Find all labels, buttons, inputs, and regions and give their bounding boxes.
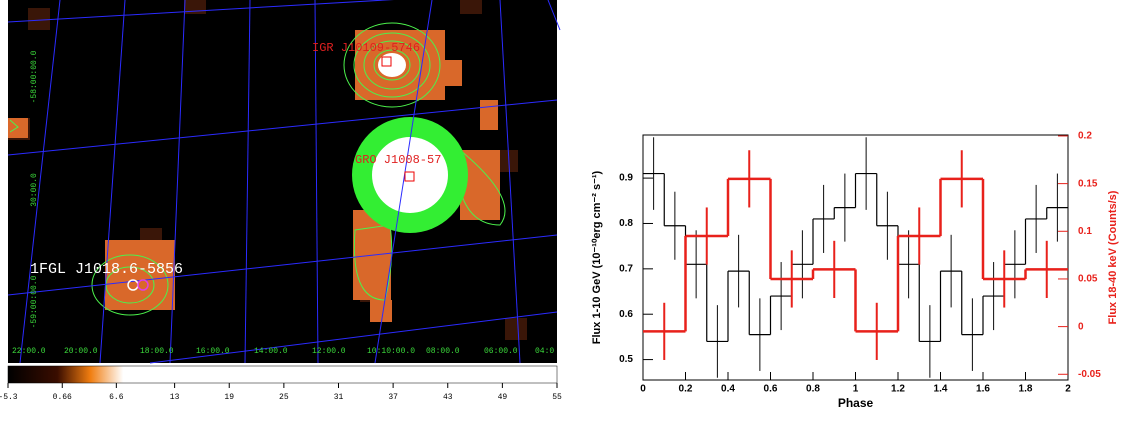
colorbar-tick-label: 6.6 [109,393,124,402]
x-tick-label: 2 [1065,384,1071,395]
y2-tick-label: 0.15 [1078,178,1098,189]
phase-chart: 0 0.2 0.4 0.6 0.8 1 1.2 1.4 1.6 1.8 2 0.5 0.6 0.7 0.8 0… [591,131,1119,411]
dec-label: -59:00:00.0 [30,275,39,328]
y-tick-label: 0.7 [619,263,633,274]
y2-tick-label: 0.1 [1078,226,1092,237]
ra-label: 14:00.0 [254,347,288,356]
y-tick-label: 0.9 [619,173,633,184]
x-tick-label: 0.4 [721,384,735,395]
source-core [372,137,448,213]
x-tick-label: 0 [640,384,646,395]
y-tick-label: 0.6 [619,309,633,320]
x-tick-label: 0.8 [806,384,820,395]
colorbar-tick-label: 25 [279,393,289,402]
source-marker [381,56,392,67]
ra-label: 12:00.0 [312,347,346,356]
source-label: GRO J1008-57 [355,153,441,167]
colorbar-tick-label: 43 [443,393,453,402]
x-tick-label: 1.8 [1019,384,1033,395]
ra-label: 20:00.0 [64,347,98,356]
ra-label: 18:00.0 [140,347,174,356]
y2-tick-label: -0.05 [1078,369,1101,380]
y-axis-title: Flux 1-10 GeV (10⁻¹⁰erg cm⁻² s⁻¹) [591,170,603,344]
x-tick-label: 1.4 [934,384,948,395]
y2-axis-title: Flux 18-40 keV (Counts/s) [1107,190,1119,324]
sky-image: IGR J10109-5746 GRO J1008-57 1FGL J1018.… [7,0,561,384]
y2-tick-label: 0 [1078,321,1084,332]
x-tick-label: 1 [853,384,859,395]
ra-label: 06:00.0 [484,347,518,356]
source-marker [137,279,149,291]
x-tick-label: 0.6 [764,384,778,395]
y-tick-label: 0.5 [619,354,633,365]
dec-label: 30:00.0 [30,173,39,207]
source-core [378,53,406,77]
source-label: 1FGL J1018.6-5856 [30,261,183,278]
source-label: IGR J10109-5746 [312,41,420,55]
x-tick-label: 0.2 [679,384,693,395]
ra-label: 22:00.0 [12,347,46,356]
colorbar-tick-label: 19 [224,393,234,402]
ra-label: 08:00.0 [426,347,460,356]
y2-tick-label: 0.05 [1078,274,1098,285]
colorbar-tick-label: 49 [498,393,508,402]
y2-tick-label: 0.2 [1078,131,1092,142]
ra-labels: 22:00.0 20:00.0 18:00.0 16:00.0 14:00.0 … [12,50,554,356]
colorbar-tick-label: -5.3 [0,393,18,402]
colorbar-tick-label: 37 [388,393,398,402]
pixels-bright [8,30,500,322]
x-axis-title: Phase [838,396,874,410]
dec-label: -58:00:00.0 [30,50,39,103]
colorbar-tick-label: 31 [334,393,344,402]
colorbar-tick-label: 55 [552,393,562,402]
colorbar [7,365,558,384]
colorbar-tick-label: 0.66 [53,393,72,402]
ra-label: 04:0 [535,347,554,356]
colorbar-ticks: -5.3 0.66 6.6 13 19 25 31 37 43 49 55 [0,383,562,402]
x-tick-label: 1.6 [976,384,990,395]
y-tick-label: 0.8 [619,218,633,229]
contours [9,22,506,316]
source-marker [404,171,415,182]
ra-label: 10:10:00.0 [367,347,415,356]
coordinate-grid [7,0,561,364]
colorbar-tick-label: 13 [170,393,180,402]
ra-label: 16:00.0 [196,347,230,356]
x-tick-label: 1.2 [891,384,905,395]
